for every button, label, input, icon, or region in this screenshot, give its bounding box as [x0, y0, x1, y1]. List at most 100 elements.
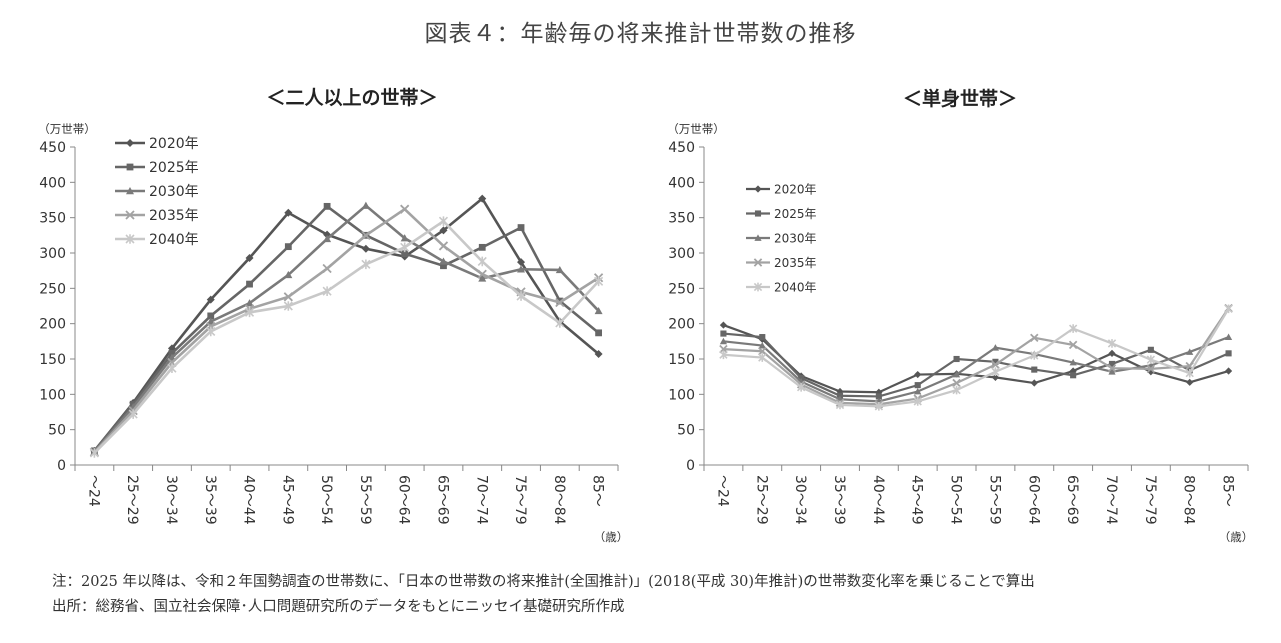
series-line	[723, 307, 1230, 406]
x-unit-label: （歳）	[1219, 530, 1254, 544]
x-tick-label: 45～49	[909, 475, 925, 525]
marker-diamond	[126, 139, 134, 147]
main-title: 図表４：年齢毎の将来推計世帯数の推移	[424, 21, 857, 47]
legend-label: 2020年	[774, 182, 817, 196]
x-tick-label: 80～84	[551, 475, 567, 525]
marker-star	[167, 363, 177, 373]
series-line	[723, 308, 1230, 408]
y-tick-label: 250	[668, 281, 695, 297]
marker-x	[991, 360, 1000, 369]
y-unit-label: （万世帯）	[38, 122, 96, 136]
marker-diamond	[754, 185, 762, 193]
x-tick-label: 85～	[590, 475, 606, 507]
marker-diamond	[361, 244, 370, 253]
marker-star	[555, 318, 565, 328]
y-tick-label: 0	[686, 458, 695, 474]
x-tick-label: 35～39	[831, 475, 847, 525]
marker-star	[1107, 339, 1117, 348]
marker-diamond	[517, 258, 526, 267]
marker-x	[1146, 364, 1156, 374]
marker-square	[168, 349, 176, 357]
x-tick-label: ～24	[85, 475, 101, 507]
x-tick-label: 50～54	[948, 475, 964, 525]
marker-star	[125, 234, 135, 244]
marker-x	[322, 263, 332, 274]
x-tick-label: 40～44	[870, 475, 886, 525]
marker-star	[1224, 304, 1233, 314]
x-tick-label: 55～59	[357, 475, 373, 525]
marker-star	[438, 216, 449, 226]
marker-x	[555, 297, 565, 308]
marker-star	[1068, 324, 1078, 333]
legend-item-2035: 2035年	[746, 256, 817, 270]
x-tick-label: 45～49	[279, 475, 295, 525]
y-tick-label: 150	[668, 352, 695, 368]
legend-label: 2025年	[774, 207, 817, 221]
marker-star	[1030, 351, 1039, 360]
marker-star	[1185, 368, 1194, 378]
marker-diamond	[1224, 367, 1233, 375]
x-tick-label: 75～79	[1142, 475, 1158, 525]
marker-diamond	[719, 321, 728, 329]
source-note: 出所：総務省、国立社会保障･人口問題研究所のデータをもとにニッセイ基礎研究所作成	[52, 599, 625, 615]
legend-label: 2030年	[149, 184, 199, 200]
marker-triangle	[719, 337, 728, 345]
y-tick-label: 300	[668, 246, 695, 262]
marker-triangle	[1186, 348, 1194, 355]
legend-item-2025: 2025年	[746, 207, 817, 221]
marker-x	[361, 230, 371, 240]
y-tick-label: 50	[48, 423, 66, 439]
series-line	[93, 203, 600, 453]
x-tick-label: 80～84	[1181, 475, 1197, 525]
y-tick-label: 450	[668, 140, 695, 156]
marker-triangle	[361, 201, 370, 209]
legend-label: 2035年	[774, 256, 817, 270]
marker-triangle	[517, 265, 526, 273]
marker-x	[952, 378, 961, 388]
legend-item-2020: 2020年	[746, 182, 817, 196]
marker-square	[517, 224, 525, 231]
marker-x	[1030, 333, 1039, 343]
y-tick-label: 250	[39, 281, 66, 297]
marker-star	[477, 256, 487, 267]
x-tick-label: ～24	[714, 475, 730, 507]
marker-star	[796, 382, 806, 392]
marker-square	[754, 210, 762, 217]
chart-title: ＜二人以上の世帯＞	[266, 86, 437, 109]
marker-x	[1107, 363, 1117, 373]
marker-triangle	[323, 234, 332, 243]
marker-star	[361, 259, 371, 270]
marker-star	[758, 353, 767, 362]
x-tick-label: 65～69	[434, 475, 450, 525]
marker-star	[283, 301, 293, 311]
series-2040	[719, 304, 1233, 411]
marker-star	[719, 350, 728, 360]
x-tick-label: 60～64	[1025, 475, 1041, 525]
y-tick-label: 0	[57, 458, 66, 474]
marker-triangle	[1224, 333, 1233, 340]
marker-square	[284, 243, 292, 251]
marker-square	[759, 334, 766, 341]
legend-label: 2035年	[149, 208, 199, 224]
marker-square	[1108, 360, 1116, 368]
y-tick-label: 50	[677, 423, 695, 439]
legend-label: 2030年	[774, 231, 817, 245]
marker-triangle	[1108, 368, 1116, 375]
marker-triangle	[1069, 358, 1077, 366]
marker-star	[206, 326, 216, 337]
x-tick-label: 35～39	[202, 475, 218, 525]
y-tick-label: 100	[39, 387, 66, 403]
marker-diamond	[991, 373, 1000, 381]
marker-triangle	[594, 306, 603, 315]
x-tick-label: 70～74	[473, 475, 489, 525]
marker-x	[125, 210, 135, 220]
x-tick-label: 75～79	[512, 475, 528, 525]
marker-diamond	[1030, 379, 1038, 387]
x-unit-label: （歳）	[594, 530, 629, 544]
legend-label: 2020年	[149, 136, 199, 152]
x-tick-label: 60～64	[396, 475, 412, 525]
marker-triangle	[400, 234, 409, 242]
marker-triangle	[952, 370, 961, 378]
marker-square	[992, 358, 999, 365]
y-unit-label: （万世帯）	[667, 122, 725, 136]
